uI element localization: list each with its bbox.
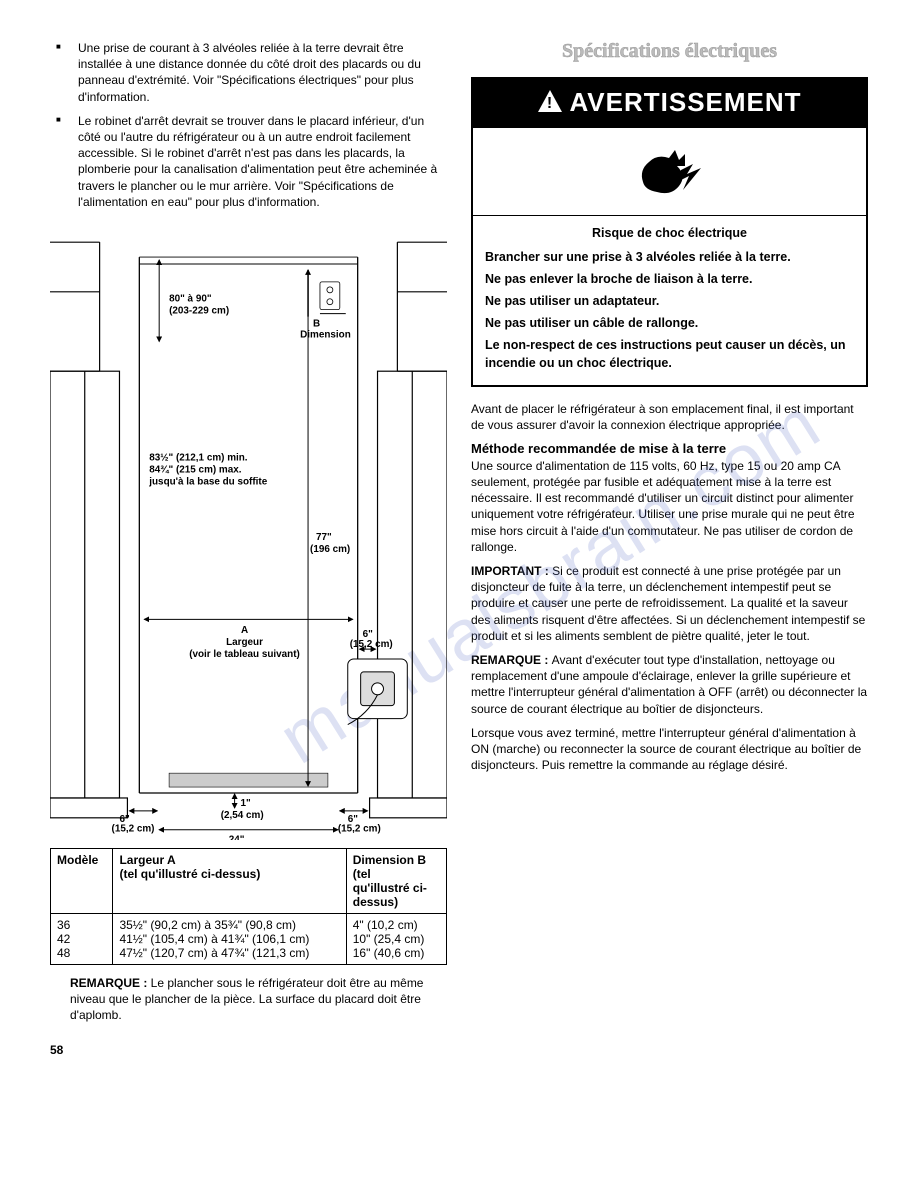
warning-triangle-icon: ! (537, 89, 563, 120)
svg-text:80" à 90": 80" à 90" (169, 294, 212, 305)
final-paragraph: Lorsque vous avez terminé, mettre l'inte… (471, 725, 868, 774)
section-title: Spécifications électriques (471, 40, 868, 63)
svg-text:jusqu'à la base du soffite: jusqu'à la base du soffite (148, 476, 267, 487)
svg-text:(voir le tableau suivant): (voir le tableau suivant) (189, 649, 300, 660)
svg-text:24": 24" (229, 835, 245, 840)
warning-line: Ne pas utiliser un adaptateur. (485, 292, 854, 310)
remark-paragraph: REMARQUE : Avant d'exécuter tout type d'… (471, 652, 868, 717)
intro-paragraph: Avant de placer le réfrigérateur à son e… (471, 401, 868, 433)
table-cell: 35½" (90,2 cm) à 35¾" (90,8 cm) 41½" (10… (113, 913, 346, 964)
svg-text:77": 77" (316, 532, 332, 543)
important-paragraph: IMPORTANT : Si ce produit est connecté à… (471, 563, 868, 644)
note-text: REMARQUE : Le plancher sous le réfrigéra… (50, 975, 447, 1024)
svg-text:Dimension: Dimension (300, 329, 351, 340)
svg-text:84¾" (215 cm) max.: 84¾" (215 cm) max. (149, 464, 242, 475)
left-column: Une prise de courant à 3 alvéoles reliée… (50, 40, 447, 1035)
shock-icon (473, 128, 866, 215)
warning-line: Ne pas enlever la broche de liaison à la… (485, 270, 854, 288)
dimension-table: Modèle Largeur A (tel qu'illustré ci-des… (50, 848, 447, 965)
table-header: Dimension B (tel qu'illustré ci- dessus) (346, 848, 446, 913)
svg-text:(203-229 cm): (203-229 cm) (169, 306, 229, 317)
installation-diagram: 80" à 90" (203-229 cm) B Dimension 83½" … (50, 220, 447, 840)
svg-text:(196 cm): (196 cm) (310, 544, 350, 555)
warning-header: ! AVERTISSEMENT (473, 79, 866, 128)
warning-line: Ne pas utiliser un câble de rallonge. (485, 314, 854, 332)
svg-text:A: A (241, 625, 248, 636)
svg-text:!: ! (547, 95, 553, 112)
bullet-item: Une prise de courant à 3 alvéoles reliée… (50, 40, 447, 105)
svg-text:Largeur: Largeur (226, 637, 263, 648)
bullet-list: Une prise de courant à 3 alvéoles reliée… (50, 40, 447, 210)
method-body: Une source d'alimentation de 115 volts, … (471, 458, 868, 555)
page-number: 58 (50, 1043, 63, 1057)
svg-text:83½" (212,1 cm) min.: 83½" (212,1 cm) min. (149, 452, 248, 463)
warning-box: ! AVERTISSEMENT Risque de choc électriqu… (471, 77, 868, 387)
table-cell: 4" (10,2 cm) 10" (25,4 cm) 16" (40,6 cm) (346, 913, 446, 964)
svg-text:(2,54 cm): (2,54 cm) (221, 810, 264, 821)
bullet-item: Le robinet d'arrêt devrait se trouver da… (50, 113, 447, 210)
svg-text:(15,2 cm): (15,2 cm) (338, 824, 381, 835)
svg-text:(15,2 cm): (15,2 cm) (350, 639, 393, 650)
svg-text:B: B (313, 318, 320, 329)
risk-title: Risque de choc électrique (485, 224, 854, 242)
method-heading: Méthode recommandée de mise à la terre (471, 441, 868, 456)
table-cell: 36 42 48 (51, 913, 113, 964)
warning-text: Risque de choc électrique Brancher sur u… (473, 215, 866, 385)
warning-line: Brancher sur une prise à 3 alvéoles reli… (485, 248, 854, 266)
svg-text:(15,2 cm): (15,2 cm) (112, 824, 155, 835)
svg-text:1": 1" (241, 798, 252, 809)
right-column: Spécifications électriques ! AVERTISSEME… (471, 40, 868, 1035)
table-header: Largeur A (tel qu'illustré ci-dessus) (113, 848, 346, 913)
table-header: Modèle (51, 848, 113, 913)
warning-line: Le non-respect de ces instructions peut … (485, 336, 854, 372)
